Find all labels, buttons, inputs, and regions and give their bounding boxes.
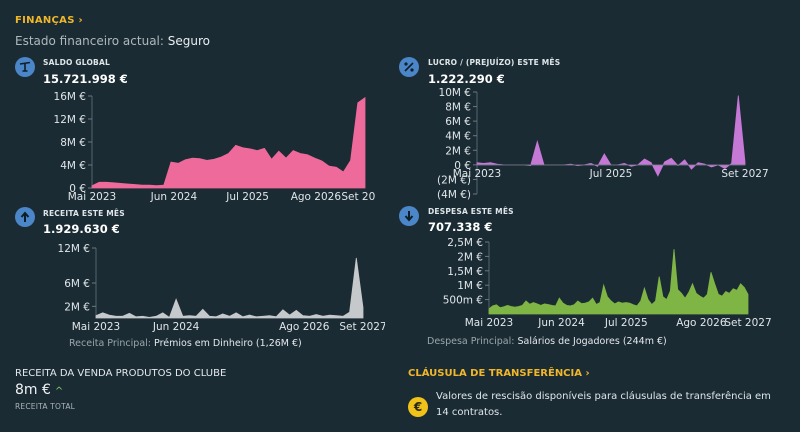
trend-up-icon: ^ bbox=[54, 386, 64, 397]
y-tick-label: 2M € bbox=[457, 251, 483, 263]
y-tick-label: 4M € bbox=[60, 160, 86, 172]
card-value-saldo: 15.721.998 € bbox=[43, 72, 128, 86]
receita-chart: 2M € 6M € 12M € Mai 2023 Jun 2024 Ago 2026 Set… bbox=[58, 243, 385, 333]
despesa-principal-value: Salários de Jogadores (244m €) bbox=[517, 336, 667, 347]
series-area bbox=[91, 96, 366, 189]
y-tick-label: 2M € bbox=[445, 145, 471, 157]
clausula-text: Valores de rescisão disponíveis para clá… bbox=[436, 391, 771, 418]
receita-principal-label: Receita Principal: bbox=[69, 338, 151, 349]
x-tick-label: Set 2027 bbox=[341, 191, 375, 203]
y-tick-label: (4M €) bbox=[437, 189, 471, 201]
card-title-saldo: SALDO GLOBAL bbox=[43, 58, 110, 67]
percent-icon bbox=[399, 57, 419, 77]
x-tick-label: Ago 2026 bbox=[291, 191, 342, 203]
x-tick-label: Jul 2025 bbox=[604, 317, 648, 329]
y-tick-label: 10M € bbox=[439, 87, 471, 99]
status-label: Estado financeiro actual: bbox=[15, 34, 164, 48]
arrow-up-icon bbox=[15, 207, 35, 227]
x-tick-label: Ago 2026 bbox=[676, 317, 727, 329]
card-title-despesa: DESPESA ESTE MÊS bbox=[428, 207, 514, 216]
x-tick-label: Set 2027 bbox=[721, 168, 768, 180]
y-tick-label: 6M € bbox=[64, 278, 90, 290]
x-tick-label: Mai 2023 bbox=[465, 317, 513, 329]
balance-scale-icon bbox=[15, 57, 35, 77]
x-tick-label: Jul 2025 bbox=[589, 168, 633, 180]
y-tick-label: 4M € bbox=[445, 131, 471, 143]
x-tick-label: Mai 2023 bbox=[72, 321, 120, 333]
arrow-down-icon bbox=[399, 206, 419, 226]
merch-value: 8m € bbox=[15, 382, 51, 398]
y-tick-label: 12M € bbox=[54, 114, 86, 126]
coin-icon: € bbox=[408, 397, 428, 417]
clausula-header-link[interactable]: CLÁUSULA DE TRANSFERÊNCIA › bbox=[408, 368, 590, 379]
x-tick-label: Jun 2024 bbox=[152, 321, 200, 333]
y-tick-label: 2,5M € bbox=[447, 237, 483, 249]
card-value-lucro: 1.222.290 € bbox=[428, 72, 505, 86]
merch-title: RECEITA DA VENDA PRODUTOS DO CLUBE bbox=[15, 368, 227, 379]
x-tick-label: Jun 2024 bbox=[537, 317, 585, 329]
financial-status: Estado financeiro actual: Seguro bbox=[15, 34, 210, 48]
x-tick-label: Jul 2025 bbox=[225, 191, 269, 203]
status-value: Seguro bbox=[167, 34, 210, 48]
y-tick-label: 8M € bbox=[60, 137, 86, 149]
y-tick-label: 500m € bbox=[443, 295, 483, 307]
saldo-global-chart: 0 € 4M € 8M € 12M € 16M € Mai 2023 Jun 2024 Jul… bbox=[54, 91, 375, 203]
despesa-chart: 500m € 1M € 1,5M € 2M € 2,5M € Mai 2023 Jun 20… bbox=[443, 237, 772, 329]
card-value-despesa: 707.338 € bbox=[428, 220, 493, 234]
lucro-chart: (4M €) (2M €) 0 € 2M € 4M € 6M € 8M € 10M € Mai … bbox=[437, 87, 769, 201]
y-tick-label: 8M € bbox=[445, 102, 471, 114]
card-title-lucro: LUCRO / (PREJUÍZO) ESTE MÊS bbox=[428, 58, 561, 67]
merch-caption: RECEITA TOTAL bbox=[15, 402, 76, 411]
card-title-receita: RECEITA ESTE MÊS bbox=[43, 209, 125, 218]
y-tick-label: 16M € bbox=[54, 91, 86, 103]
despesa-principal-label: Despesa Principal: bbox=[427, 336, 515, 347]
x-tick-label: Set 2027 bbox=[339, 321, 385, 333]
despesa-principal: Despesa Principal: Salários de Jogadores… bbox=[427, 336, 667, 347]
x-tick-label: Jun 2024 bbox=[150, 191, 198, 203]
x-tick-label: Mai 2023 bbox=[453, 168, 501, 180]
x-tick-label: Set 2027 bbox=[724, 317, 771, 329]
receita-principal-value: Prémios em Dinheiro (1,26M €) bbox=[154, 338, 302, 349]
y-tick-label: (2M €) bbox=[437, 174, 471, 186]
series-area bbox=[488, 249, 749, 315]
series-area bbox=[476, 95, 746, 177]
y-tick-label: 1,5M € bbox=[447, 266, 483, 278]
y-tick-label: 6M € bbox=[445, 116, 471, 128]
x-tick-label: Ago 2026 bbox=[279, 321, 330, 333]
y-tick-label: 0 € bbox=[69, 183, 86, 195]
finances-header-link[interactable]: FINANÇAS › bbox=[15, 15, 83, 26]
receita-principal: Receita Principal: Prémios em Dinheiro (… bbox=[69, 338, 302, 349]
y-tick-label: 1M € bbox=[457, 280, 483, 292]
y-tick-label: 12M € bbox=[58, 243, 90, 255]
card-value-receita: 1.929.630 € bbox=[43, 222, 120, 236]
y-tick-label: 2M € bbox=[64, 301, 90, 313]
series-area bbox=[95, 257, 364, 319]
merch-value-row: 8m € ^ bbox=[15, 382, 63, 398]
y-tick-label: 0 € bbox=[454, 160, 471, 172]
x-tick-label: Mai 2023 bbox=[68, 191, 116, 203]
